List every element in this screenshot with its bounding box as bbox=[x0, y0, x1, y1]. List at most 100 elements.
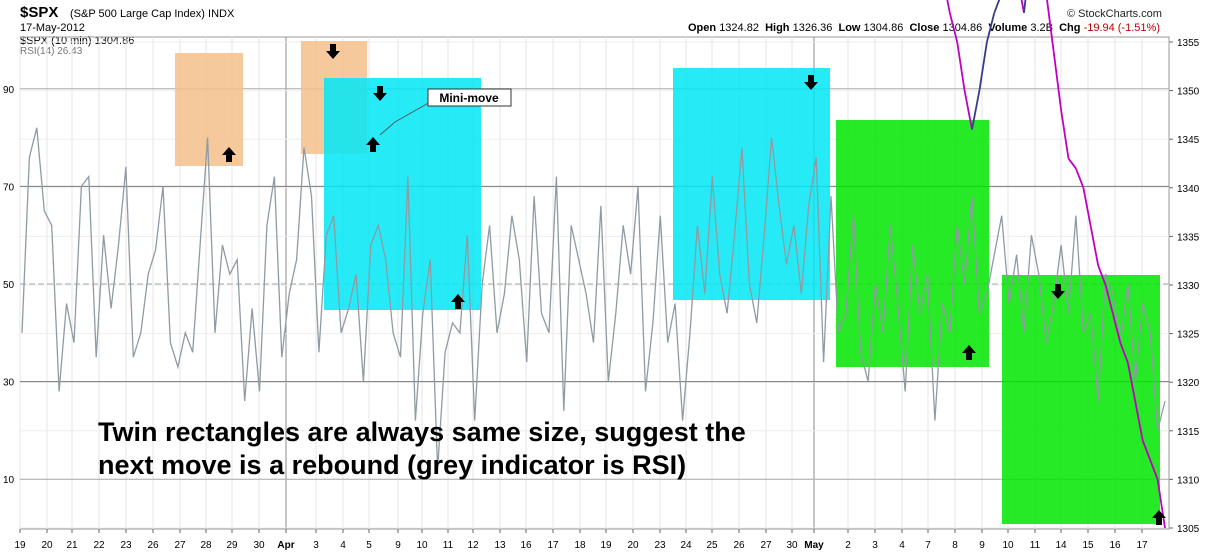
x-tick-label: 16 bbox=[520, 540, 532, 551]
arrow-up-icon bbox=[1152, 510, 1166, 525]
low-label: Low bbox=[838, 22, 861, 34]
brand-logo: © StockCharts.com bbox=[1067, 8, 1162, 20]
x-tick-label: 11 bbox=[1030, 540, 1041, 551]
symbol: $SPX bbox=[20, 4, 59, 21]
highlight-rect bbox=[1002, 275, 1160, 524]
price-segment bbox=[1097, 265, 1107, 286]
highlight-rect bbox=[175, 53, 243, 166]
annotation-arrows bbox=[222, 44, 1166, 525]
y-right-tick-label: 1305 bbox=[1177, 524, 1200, 535]
arrow-down-icon bbox=[1051, 284, 1065, 299]
x-tick-label: 19 bbox=[14, 540, 26, 551]
exchange: INDX bbox=[208, 8, 235, 20]
y-axis-left: 10 30 50 70 90 bbox=[3, 85, 15, 486]
price-segment bbox=[946, 0, 951, 13]
x-tick-label: 29 bbox=[226, 540, 238, 551]
x-tick-label: 10 bbox=[1002, 540, 1014, 551]
x-tick-label: 20 bbox=[627, 540, 639, 551]
chg-label: Chg bbox=[1059, 22, 1081, 34]
x-tick-label: 15 bbox=[1082, 540, 1094, 551]
price-segment bbox=[1020, 0, 1025, 13]
price-segment bbox=[1075, 168, 1085, 189]
x-tick-label: 16 bbox=[1109, 540, 1121, 551]
quote-bar: Open 1324.82 High 1326.36 Low 1304.86 Cl… bbox=[688, 22, 1160, 34]
price-segment bbox=[1104, 284, 1114, 315]
price-segment bbox=[1156, 479, 1166, 529]
symbol-description: (S&P 500 Large Cap Index) INDX bbox=[70, 8, 234, 20]
symbol-name: (S&P 500 Large Cap Index) bbox=[70, 8, 205, 20]
price-segment bbox=[1127, 362, 1137, 402]
rsi-series bbox=[21, 127, 1166, 470]
price-segment bbox=[993, 0, 1001, 14]
rsi-legend: RSI(14) 26.43 bbox=[20, 46, 83, 57]
x-tick-label: Apr bbox=[277, 540, 294, 551]
chart-date: 17-May-2012 bbox=[20, 22, 85, 34]
highlight-rect bbox=[324, 78, 481, 310]
caption-line-2: next move is a rebound (grey indicator i… bbox=[98, 450, 687, 480]
x-tick-label: 14 bbox=[1055, 540, 1067, 551]
y-right-tick-label: 1315 bbox=[1177, 427, 1200, 438]
arrow-up-icon bbox=[451, 294, 465, 309]
y-left-tick-label: 30 bbox=[3, 378, 15, 389]
x-tick-label: 12 bbox=[467, 540, 479, 551]
chg-value: -19.94 (-1.51%) bbox=[1083, 22, 1160, 34]
price-segment bbox=[1060, 109, 1070, 159]
x-tick-label: 23 bbox=[120, 540, 132, 551]
x-tick-label: 18 bbox=[574, 540, 586, 551]
price-segment bbox=[1112, 313, 1122, 344]
y-right-tick-label: 1355 bbox=[1177, 38, 1200, 49]
y-right-tick-label: 1320 bbox=[1177, 378, 1200, 389]
arrow-down-icon bbox=[326, 44, 340, 59]
x-tick-label: 27 bbox=[174, 540, 186, 551]
x-tick-label: 27 bbox=[760, 540, 772, 551]
x-tick-label: 26 bbox=[147, 540, 159, 551]
x-tick-label: 2 bbox=[845, 540, 851, 551]
arrow-down-icon bbox=[373, 86, 387, 101]
y-right-tick-label: 1340 bbox=[1177, 184, 1200, 195]
x-tick-label: 17 bbox=[1136, 540, 1148, 551]
price-segment bbox=[956, 41, 966, 91]
x-tick-label: 25 bbox=[706, 540, 718, 551]
rsi-line bbox=[21, 127, 1166, 470]
x-tick-label: 10 bbox=[416, 540, 428, 551]
x-tick-label: 19 bbox=[600, 540, 612, 551]
price-segment bbox=[1149, 459, 1159, 480]
price-segment bbox=[1082, 187, 1092, 227]
price-segment bbox=[1141, 440, 1152, 461]
y-axis-right: 1305 1310 1315 1320 1325 1330 1335 1340 1345 1350… bbox=[1169, 0, 1200, 535]
price-segment bbox=[1046, 0, 1055, 52]
price-segment bbox=[1119, 342, 1129, 364]
x-tick-label: May bbox=[804, 540, 824, 551]
y-right-tick-label: 1325 bbox=[1177, 330, 1200, 341]
x-tick-label: 30 bbox=[786, 540, 798, 551]
y-left-tick-label: 70 bbox=[3, 182, 15, 193]
x-tick-label: 3 bbox=[872, 540, 878, 551]
x-tick-label: 4 bbox=[340, 540, 346, 551]
x-tick-label: 21 bbox=[66, 540, 78, 551]
price-segment bbox=[1134, 401, 1144, 441]
high-label: High bbox=[765, 22, 790, 34]
x-tick-label: 11 bbox=[443, 540, 454, 551]
x-tick-label: 13 bbox=[494, 540, 506, 551]
highlight-rect bbox=[673, 68, 830, 300]
y-right-tick-label: 1330 bbox=[1177, 281, 1200, 292]
close-label: Close bbox=[909, 22, 940, 34]
x-tick-label: 30 bbox=[253, 540, 265, 551]
x-tick-label: 17 bbox=[547, 540, 559, 551]
arrow-up-icon bbox=[366, 137, 380, 152]
x-tick-label: 5 bbox=[366, 540, 372, 551]
y-right-tick-label: 1335 bbox=[1177, 232, 1200, 243]
arrow-up-icon bbox=[222, 147, 236, 162]
price-legend: $SPX (10 min) 1304.86 bbox=[20, 35, 135, 47]
x-tick-label: 4 bbox=[899, 540, 905, 551]
x-tick-label: 26 bbox=[733, 540, 745, 551]
price-segment bbox=[1052, 51, 1062, 111]
x-tick-label: 8 bbox=[952, 540, 958, 551]
x-axis: 19 20 21 22 23 26 27 28 29 30 Apr 3 4 5 9 10 11 12 13 16 17 1… bbox=[14, 529, 1148, 551]
price-segment bbox=[1089, 226, 1100, 266]
highlight-rectangles bbox=[175, 41, 1160, 524]
price-segment bbox=[1067, 158, 1077, 169]
price-segment bbox=[971, 90, 981, 130]
